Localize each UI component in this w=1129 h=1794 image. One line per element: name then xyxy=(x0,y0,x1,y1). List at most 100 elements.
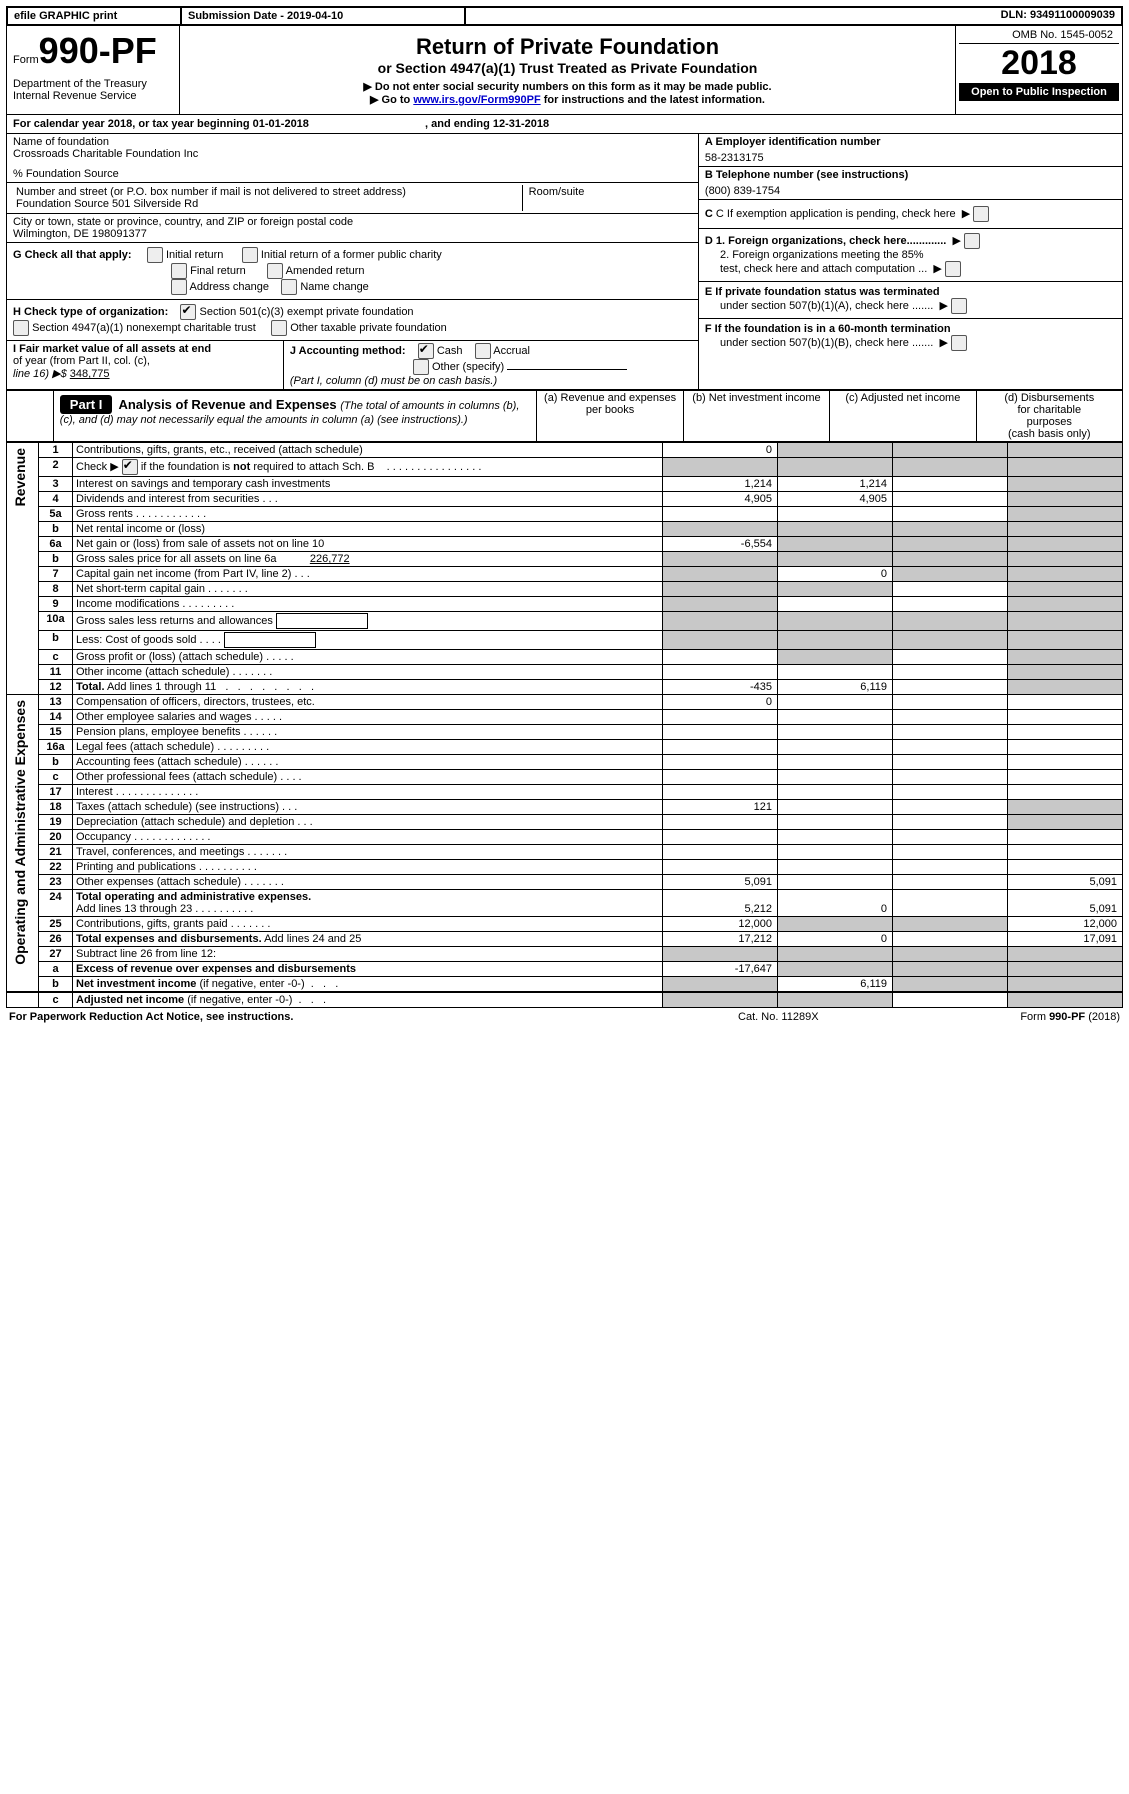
cb-D1[interactable] xyxy=(964,233,980,249)
ln18-a: 121 xyxy=(663,800,778,815)
efile-tag: efile GRAPHIC print xyxy=(7,7,181,25)
cb-amended[interactable] xyxy=(267,263,283,279)
instructions-link[interactable]: www.irs.gov/Form990PF xyxy=(413,94,540,106)
cb-addr-change[interactable] xyxy=(171,279,187,295)
ln6b-n: b xyxy=(39,552,73,567)
ln4-a: 4,905 xyxy=(663,492,778,507)
cb-name-change[interactable] xyxy=(281,279,297,295)
ln16b-t: Accounting fees (attach schedule) . . . … xyxy=(73,755,663,770)
cal-year-begin: For calendar year 2018, or tax year begi… xyxy=(13,118,309,130)
ln10c-t: Gross profit or (loss) (attach schedule)… xyxy=(73,650,663,665)
B-label: B Telephone number (see instructions) xyxy=(705,169,1116,181)
city-label: City or town, state or province, country… xyxy=(13,216,692,228)
lbl-cash: Cash xyxy=(437,345,463,357)
cb-C[interactable] xyxy=(973,206,989,222)
C-label: C If exemption application is pending, c… xyxy=(716,208,956,220)
addr: Foundation Source 501 Silverside Rd xyxy=(16,198,519,210)
form-title: Return of Private Foundation xyxy=(188,34,947,60)
I-label1: I Fair market value of all assets at end xyxy=(13,343,211,355)
footer-right: Form 990-PF (2018) xyxy=(878,1010,1123,1024)
ln16c-n: c xyxy=(39,770,73,785)
ln24-t2: Add lines 13 through 23 . . . . . . . . … xyxy=(76,903,253,915)
ln27a-a: -17,647 xyxy=(663,962,778,977)
cb-initial-return[interactable] xyxy=(147,247,163,263)
form-word: Form xyxy=(13,54,39,66)
ln23-a: 5,091 xyxy=(663,875,778,890)
ln10a-t: Gross sales less returns and allowances xyxy=(76,615,273,627)
ln27b-b: 6,119 xyxy=(778,977,893,992)
I-value: 348,775 xyxy=(70,368,110,380)
ln11-n: 11 xyxy=(39,665,73,680)
ln10b-n: b xyxy=(39,631,73,650)
footer-left: For Paperwork Reduction Act Notice, see … xyxy=(6,1010,678,1024)
col-a: (a) Revenue and expenses per books xyxy=(537,391,683,442)
cb-initial-former[interactable] xyxy=(242,247,258,263)
cb-E[interactable] xyxy=(951,298,967,314)
ln8-n: 8 xyxy=(39,582,73,597)
cb-D2[interactable] xyxy=(945,261,961,277)
ln3-b: 1,214 xyxy=(778,477,893,492)
ln10a-n: 10a xyxy=(39,612,73,631)
ln2-n: 2 xyxy=(39,458,73,477)
ln10b-t: Less: Cost of goods sold . . . . xyxy=(76,634,221,646)
city: Wilmington, DE 198091377 xyxy=(13,228,692,240)
D1-label: D 1. Foreign organizations, check here..… xyxy=(705,235,946,247)
E1-label: E If private foundation status was termi… xyxy=(705,286,940,298)
col-d3: purposes xyxy=(1027,416,1072,428)
A-ein: 58-2313175 xyxy=(705,152,1116,164)
ln23-t: Other expenses (attach schedule) . . . .… xyxy=(73,875,663,890)
ln25-n: 25 xyxy=(39,917,73,932)
cb-schB[interactable] xyxy=(122,459,138,475)
lbl-final: Final return xyxy=(190,265,246,277)
ln26-b: 0 xyxy=(778,932,893,947)
I-label2: of year (from Part II, col. (c), xyxy=(13,355,150,367)
ln12-a: -435 xyxy=(663,680,778,695)
cb-final-return[interactable] xyxy=(171,263,187,279)
col-c: (c) Adjusted net income xyxy=(830,391,976,442)
addr-label: Number and street (or P.O. box number if… xyxy=(16,186,519,198)
ln20-n: 20 xyxy=(39,830,73,845)
note-goto-pre: ▶ Go to xyxy=(370,94,413,106)
ln1-a: 0 xyxy=(663,443,778,458)
ln16b-n: b xyxy=(39,755,73,770)
ln24-a: 5,212 xyxy=(663,890,778,917)
ln4-b: 4,905 xyxy=(778,492,893,507)
lbl-addr-change: Address change xyxy=(190,281,270,293)
ln23-d: 5,091 xyxy=(1008,875,1123,890)
cb-4947[interactable] xyxy=(13,320,29,336)
submission-date: Submission Date - 2019-04-10 xyxy=(181,7,465,25)
cb-other-method[interactable] xyxy=(413,359,429,375)
ln19-n: 19 xyxy=(39,815,73,830)
lbl-initial-return: Initial return xyxy=(166,249,223,261)
E2-label: under section 507(b)(1)(A), check here .… xyxy=(720,300,933,312)
note-ssn: ▶ Do not enter social security numbers o… xyxy=(188,80,947,93)
cb-F[interactable] xyxy=(951,335,967,351)
ln9-t: Income modifications . . . . . . . . . xyxy=(73,597,663,612)
ln5b-n: b xyxy=(39,522,73,537)
lbl-4947: Section 4947(a)(1) nonexempt charitable … xyxy=(32,322,256,334)
name-label: Name of foundation xyxy=(13,136,692,148)
cal-year-end: , and ending 12-31-2018 xyxy=(425,118,549,130)
F1-label: F If the foundation is in a 60-month ter… xyxy=(705,323,951,335)
cb-accrual[interactable] xyxy=(475,343,491,359)
ln27-t: Subtract line 26 from line 12: xyxy=(73,947,663,962)
ln1-n: 1 xyxy=(39,443,73,458)
ln27c-n: c xyxy=(39,993,73,1008)
cb-501c3[interactable] xyxy=(180,304,196,320)
lbl-other-method: Other (specify) xyxy=(432,361,504,373)
D2a-label: 2. Foreign organizations meeting the 85% xyxy=(720,249,924,261)
ln3-t: Interest on savings and temporary cash i… xyxy=(73,477,663,492)
ln5a-n: 5a xyxy=(39,507,73,522)
revenue-label: Revenue xyxy=(10,444,30,510)
cb-cash[interactable] xyxy=(418,343,434,359)
lbl-501c3: Section 501(c)(3) exempt private foundat… xyxy=(200,306,414,318)
pct-foundation: % Foundation Source xyxy=(13,168,692,180)
ln4-n: 4 xyxy=(39,492,73,507)
ln16c-t: Other professional fees (attach schedule… xyxy=(73,770,663,785)
ln5b-t: Net rental income or (loss) xyxy=(73,522,663,537)
ln4-t: Dividends and interest from securities .… xyxy=(73,492,663,507)
cb-other-taxable[interactable] xyxy=(271,320,287,336)
dln: DLN: 93491100009039 xyxy=(527,7,1122,25)
dept-treasury: Department of the Treasury xyxy=(13,78,173,90)
ln27-n: 27 xyxy=(39,947,73,962)
